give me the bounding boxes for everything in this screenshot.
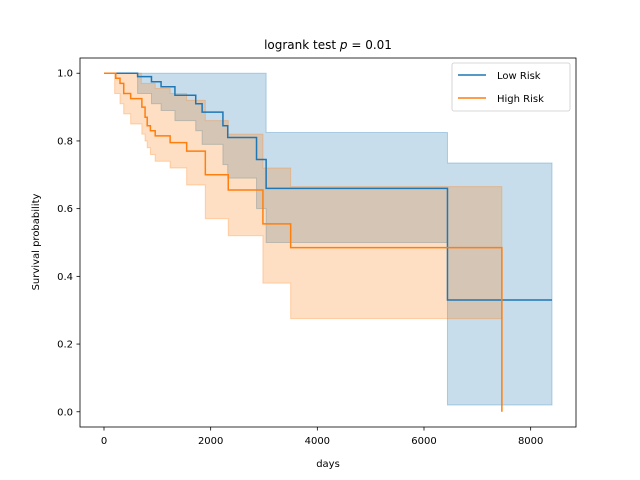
x-tick-label: 8000 (518, 436, 543, 447)
y-tick-label: 0.6 (57, 204, 73, 215)
x-axis-ticks: 0 2000 4000 6000 8000 (101, 427, 543, 447)
ci-band-high-risk (104, 72, 503, 320)
y-axis-label: Survival probability (31, 193, 42, 290)
x-tick-label: 2000 (198, 436, 223, 447)
plot-area (104, 72, 553, 412)
survival-line-low-risk (104, 72, 552, 301)
title-value: = 0.01 (351, 38, 392, 52)
x-axis-label: days (316, 459, 340, 470)
legend-label-high-risk: High Risk (497, 94, 544, 105)
axes-frame (79, 57, 577, 428)
ci-band-low-risk (104, 72, 553, 406)
x-tick-label: 0 (101, 436, 107, 447)
y-axis-ticks: 0.0 0.2 0.4 0.6 0.8 1.0 (57, 69, 80, 418)
y-tick-label: 0.4 (57, 272, 73, 283)
title-main: logrank test (264, 38, 336, 52)
title-stat: p (339, 38, 348, 52)
legend: Low Risk High Risk (451, 62, 571, 112)
x-tick-label: 6000 (411, 436, 436, 447)
survival-line-high-risk (104, 72, 503, 412)
y-tick-label: 0.0 (57, 407, 73, 418)
y-tick-label: 0.2 (57, 340, 73, 351)
y-tick-label: 0.8 (57, 136, 73, 147)
y-tick-label: 1.0 (57, 69, 73, 80)
legend-label-low-risk: Low Risk (497, 71, 541, 82)
x-tick-label: 4000 (305, 436, 330, 447)
chart-title: logrank test p = 0.01 (264, 38, 392, 52)
